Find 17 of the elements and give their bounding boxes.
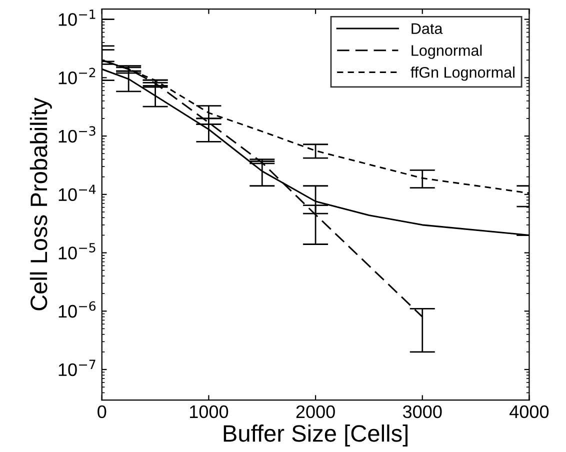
y-axis-title: Cell Loss Probability <box>30 98 52 310</box>
y-tick-label: 10$^{−3}$ <box>58 126 96 143</box>
y-tick-label: 10$^{−4}$ <box>58 184 96 202</box>
legend-label: Data <box>412 23 443 34</box>
x-tick-label: 0 <box>98 405 106 418</box>
x-tick-label: 3000 <box>402 405 442 418</box>
y-tick-label: 10$^{−6}$ <box>58 301 96 318</box>
y-tick-label: 10$^{−7}$ <box>58 360 96 376</box>
legend-label: Lognormal <box>412 44 482 59</box>
x-tick-label: 4000 <box>510 405 549 418</box>
legend-label: ffGn Lognormal <box>410 66 514 81</box>
x-tick-label: 1000 <box>190 405 228 418</box>
x-tick-label: 2000 <box>296 405 335 418</box>
y-tick-label: 10$^{−5}$ <box>58 243 96 260</box>
y-tick-label: 10$^{−2}$ <box>58 68 96 84</box>
x-axis-title: Buffer Size [Cells] <box>224 424 408 446</box>
y-tick-label: 10$^{−1}$ <box>58 10 96 26</box>
